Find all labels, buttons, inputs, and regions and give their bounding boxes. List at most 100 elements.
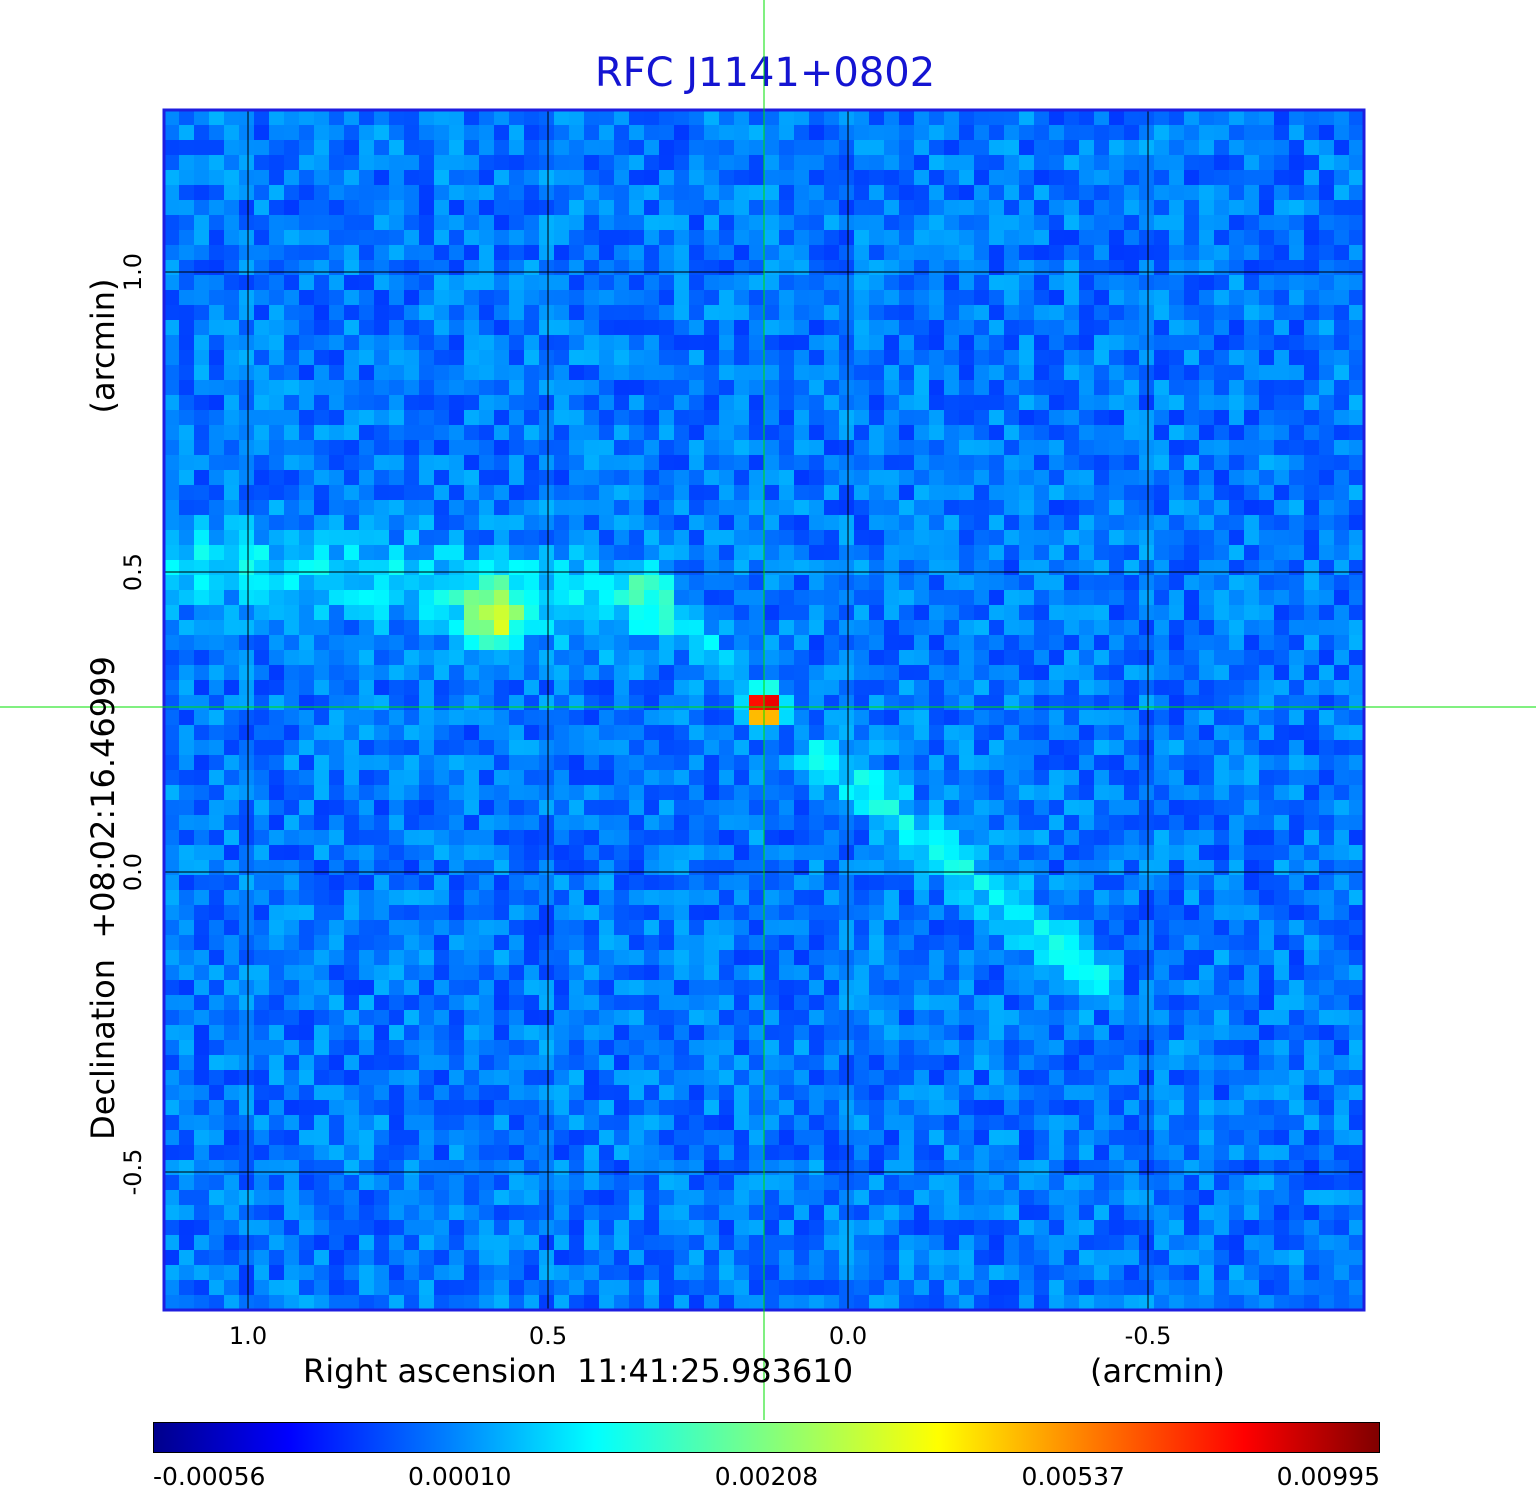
intensity-pixel <box>194 335 210 351</box>
intensity-pixel <box>659 215 675 231</box>
intensity-pixel <box>1109 905 1125 921</box>
intensity-pixel <box>179 560 195 576</box>
intensity-pixel <box>1199 230 1215 246</box>
intensity-pixel <box>329 860 345 876</box>
intensity-pixel <box>524 485 540 501</box>
intensity-pixel <box>749 410 765 426</box>
intensity-pixel <box>179 185 195 201</box>
intensity-pixel <box>1064 815 1080 831</box>
intensity-pixel <box>569 710 585 726</box>
intensity-pixel <box>284 275 300 291</box>
intensity-pixel <box>404 620 420 636</box>
intensity-pixel <box>1064 965 1080 981</box>
intensity-pixel <box>674 875 690 891</box>
intensity-pixel <box>704 485 720 501</box>
intensity-pixel <box>1004 470 1020 486</box>
intensity-pixel <box>224 485 240 501</box>
intensity-pixel <box>704 950 720 966</box>
intensity-pixel <box>899 605 915 621</box>
intensity-pixel <box>1034 635 1050 651</box>
intensity-pixel <box>1004 785 1020 801</box>
intensity-pixel <box>1304 125 1320 141</box>
intensity-pixel <box>434 770 450 786</box>
intensity-pixel <box>494 245 510 261</box>
intensity-pixel <box>1079 725 1095 741</box>
intensity-pixel <box>1349 815 1365 831</box>
intensity-pixel <box>944 320 960 336</box>
intensity-pixel <box>1109 590 1125 606</box>
intensity-pixel <box>224 1025 240 1041</box>
intensity-pixel <box>374 335 390 351</box>
intensity-pixel <box>1109 830 1125 846</box>
intensity-pixel <box>554 275 570 291</box>
intensity-pixel <box>224 860 240 876</box>
intensity-pixel <box>764 845 780 861</box>
intensity-pixel <box>599 335 615 351</box>
intensity-pixel <box>809 410 825 426</box>
intensity-pixel <box>164 230 180 246</box>
intensity-pixel <box>284 305 300 321</box>
intensity-pixel <box>1109 845 1125 861</box>
intensity-pixel <box>884 500 900 516</box>
intensity-pixel <box>1334 695 1350 711</box>
intensity-pixel <box>794 845 810 861</box>
intensity-pixel <box>779 245 795 261</box>
intensity-pixel <box>1154 1010 1170 1026</box>
intensity-pixel <box>209 410 225 426</box>
intensity-pixel <box>419 650 435 666</box>
intensity-pixel <box>449 455 465 471</box>
intensity-pixel <box>509 140 525 156</box>
intensity-pixel <box>569 680 585 696</box>
intensity-pixel <box>314 200 330 216</box>
intensity-pixel <box>884 230 900 246</box>
intensity-pixel <box>299 830 315 846</box>
intensity-pixel <box>194 815 210 831</box>
intensity-pixel <box>1199 605 1215 621</box>
intensity-pixel <box>254 215 270 231</box>
intensity-pixel <box>944 185 960 201</box>
intensity-pixel <box>869 860 885 876</box>
intensity-pixel <box>1184 845 1200 861</box>
intensity-pixel <box>464 425 480 441</box>
intensity-pixel <box>1079 395 1095 411</box>
intensity-pixel <box>854 650 870 666</box>
intensity-pixel <box>629 785 645 801</box>
intensity-pixel <box>1184 665 1200 681</box>
intensity-pixel <box>1094 965 1110 981</box>
intensity-pixel <box>989 395 1005 411</box>
intensity-pixel <box>1049 995 1065 1011</box>
intensity-pixel <box>734 380 750 396</box>
intensity-pixel <box>1019 320 1035 336</box>
intensity-pixel <box>614 140 630 156</box>
intensity-pixel <box>629 740 645 756</box>
intensity-pixel <box>554 845 570 861</box>
intensity-pixel <box>449 515 465 531</box>
intensity-pixel <box>494 500 510 516</box>
intensity-pixel <box>344 455 360 471</box>
intensity-pixel <box>1289 890 1305 906</box>
intensity-pixel <box>1349 200 1365 216</box>
intensity-pixel <box>599 455 615 471</box>
intensity-pixel <box>449 1040 465 1056</box>
intensity-pixel <box>734 590 750 606</box>
intensity-pixel <box>839 560 855 576</box>
intensity-pixel <box>284 155 300 171</box>
intensity-pixel <box>479 155 495 171</box>
intensity-pixel <box>404 680 420 696</box>
intensity-pixel <box>1139 365 1155 381</box>
intensity-pixel <box>419 950 435 966</box>
intensity-pixel <box>1274 500 1290 516</box>
intensity-pixel <box>434 155 450 171</box>
intensity-pixel <box>359 875 375 891</box>
intensity-pixel <box>389 485 405 501</box>
intensity-pixel <box>329 575 345 591</box>
intensity-pixel <box>1004 125 1020 141</box>
intensity-pixel <box>1169 125 1185 141</box>
intensity-pixel <box>1139 455 1155 471</box>
intensity-pixel <box>899 140 915 156</box>
intensity-pixel <box>1289 245 1305 261</box>
intensity-pixel <box>1274 935 1290 951</box>
intensity-pixel <box>794 560 810 576</box>
intensity-pixel <box>1154 980 1170 996</box>
intensity-pixel <box>1319 485 1335 501</box>
